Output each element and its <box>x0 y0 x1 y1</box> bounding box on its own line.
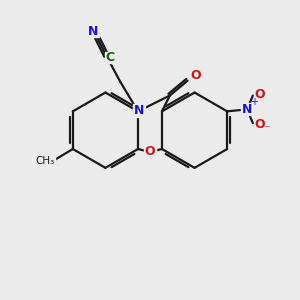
Bar <box>254 118 266 130</box>
Bar <box>88 26 99 37</box>
Text: O: O <box>255 118 265 131</box>
Text: CH₃: CH₃ <box>35 156 55 166</box>
Text: N: N <box>134 104 144 117</box>
Text: O: O <box>145 146 155 158</box>
Text: O: O <box>255 88 265 101</box>
Bar <box>189 69 202 82</box>
Bar <box>144 146 156 158</box>
Text: N: N <box>242 103 252 116</box>
Bar <box>105 52 116 63</box>
Bar <box>35 155 55 167</box>
Text: C: C <box>106 51 115 64</box>
Bar <box>241 103 253 115</box>
Text: ⁻: ⁻ <box>263 124 270 137</box>
Text: +: + <box>250 98 258 107</box>
Bar <box>254 88 266 101</box>
Text: O: O <box>190 69 201 82</box>
Bar <box>133 104 146 117</box>
Text: N: N <box>88 25 99 38</box>
